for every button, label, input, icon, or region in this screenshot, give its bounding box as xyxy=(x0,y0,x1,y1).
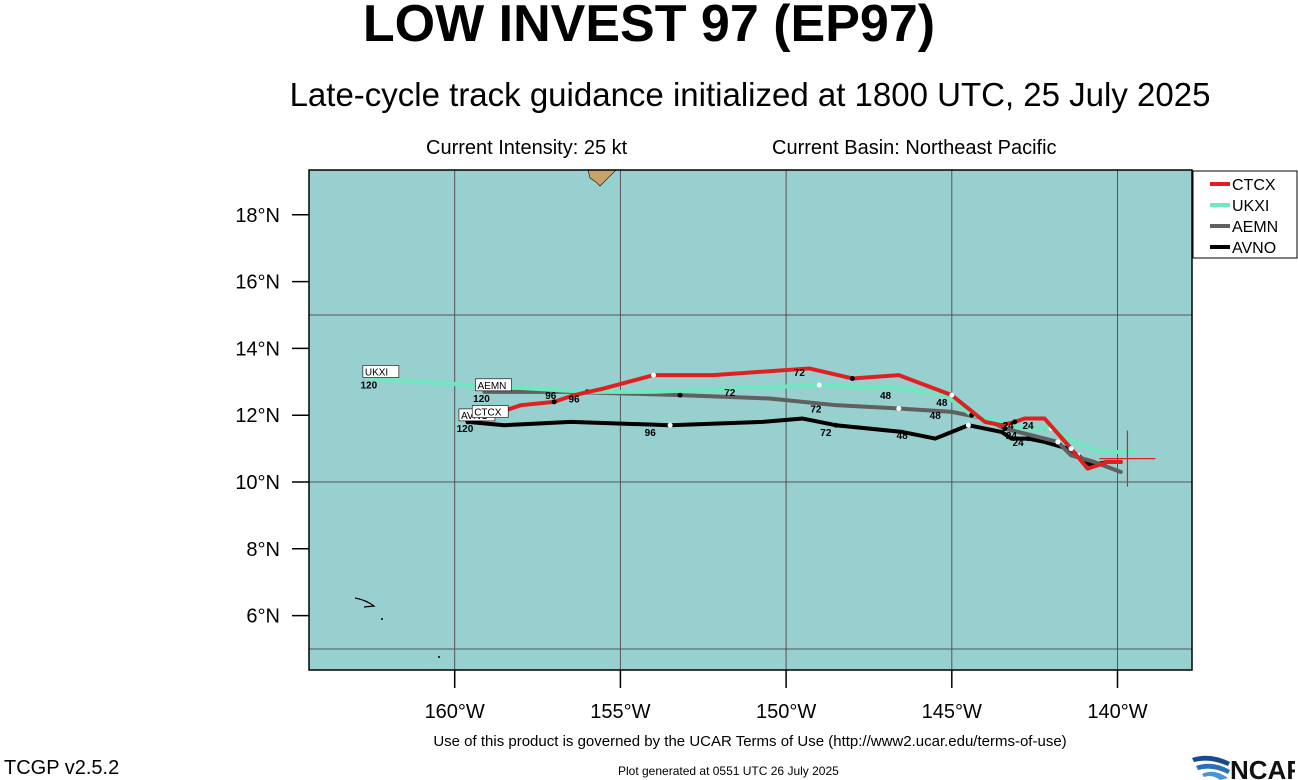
forecast-point xyxy=(1068,446,1074,452)
lat-tick-label: 16°N xyxy=(235,272,280,294)
track-end-label-box xyxy=(471,405,509,418)
lat-tick-label: 18°N xyxy=(235,205,280,227)
forecast-point xyxy=(677,392,683,398)
forecast-hour-label: 48 xyxy=(880,391,892,402)
lon-tick-label: 145°W xyxy=(922,701,982,723)
forecast-point xyxy=(849,375,855,381)
generated-timestamp: Plot generated at 0551 UTC 26 July 2025 xyxy=(618,764,839,778)
forecast-hour-label: 72 xyxy=(820,428,832,439)
forecast-point xyxy=(667,422,673,428)
lat-tick-label: 8°N xyxy=(246,539,280,561)
legend-label-ctcx: CTCX xyxy=(1232,177,1276,194)
ncar-logo-text: NCAR xyxy=(1230,755,1295,780)
forecast-hour-label: 96 xyxy=(545,391,557,402)
track-end-hour: 120 xyxy=(457,424,474,435)
forecast-hour-label: 24 xyxy=(1013,438,1025,449)
page-subtitle: Late-cycle track guidance initialized at… xyxy=(289,76,1211,113)
track-end-label: AEMN xyxy=(478,381,507,392)
forecast-point xyxy=(651,372,657,378)
forecast-point xyxy=(1002,426,1008,432)
track-line-ctcx xyxy=(479,366,1123,471)
forecast-hour-label: 24 xyxy=(1003,421,1015,432)
forecast-point xyxy=(896,406,902,412)
forecast-point xyxy=(1025,436,1031,442)
islet xyxy=(354,597,376,608)
legend-label-aemn: AEMN xyxy=(1232,219,1278,236)
current-basin: Current Basin: Northeast Pacific xyxy=(772,137,1057,159)
track-end-hour: 120 xyxy=(361,380,378,391)
ocean-area xyxy=(309,170,1192,670)
forecast-hour-label: 48 xyxy=(936,398,948,409)
lon-tick-label: 160°W xyxy=(425,701,485,723)
forecast-hour-label: 72 xyxy=(794,368,806,379)
track-line-ukxi xyxy=(369,376,1137,454)
lon-tick-label: 155°W xyxy=(590,701,650,723)
forecast-point xyxy=(816,382,822,388)
model-tracks xyxy=(369,366,1137,474)
forecast-hour-label: 96 xyxy=(645,428,657,439)
map-frame xyxy=(308,169,1193,671)
forecast-point xyxy=(965,422,971,428)
lon-tick-label: 140°W xyxy=(1087,701,1147,723)
forecast-hour-label: 48 xyxy=(897,431,909,442)
current-position-marker xyxy=(1099,430,1156,487)
track-end-label: UKXI xyxy=(365,367,388,378)
legend-label-avno: AVNO xyxy=(1232,240,1276,257)
current-intensity: Current Intensity: 25 kt xyxy=(426,137,628,159)
legend-label-ukxi: UKXI xyxy=(1232,198,1269,215)
hawaii-island xyxy=(587,170,617,187)
lon-tick-label: 150°W xyxy=(756,701,816,723)
islet xyxy=(438,656,440,658)
legend: CTCX UKXI AEMN AVNO xyxy=(1192,170,1298,259)
forecast-hour-label: 48 xyxy=(930,411,942,422)
lat-tick-label: 10°N xyxy=(235,472,280,494)
map-grid xyxy=(309,170,1192,670)
track-end-label-box xyxy=(362,365,400,378)
terms-of-use-notice: Use of this product is governed by the U… xyxy=(433,733,1067,750)
page-title: LOW INVEST 97 (EP97) xyxy=(362,0,936,53)
forecast-hour-label: 72 xyxy=(810,405,822,416)
track-end-label: CTCX xyxy=(474,408,502,419)
lat-tick-label: 6°N xyxy=(246,606,280,628)
land-layer xyxy=(354,170,617,658)
ncar-logo: NCAR xyxy=(1192,755,1295,780)
forecast-point xyxy=(551,399,557,405)
forecast-hour-label: 72 xyxy=(724,388,736,399)
forecast-point xyxy=(833,422,839,428)
forecast-point xyxy=(1055,439,1061,445)
forecast-point xyxy=(949,392,955,398)
axis-ticks: 6°N 8°N 10°N 12°N 14°N 16°N 18°N 160°W 155°W 150°… xyxy=(235,205,1147,723)
track-labels: 24487296AVNO12024487296AEMN12024487296UK… xyxy=(361,365,1034,449)
islet xyxy=(381,618,383,620)
lat-tick-label: 12°N xyxy=(235,405,280,427)
lat-tick-label: 14°N xyxy=(235,338,280,360)
track-end-label-box xyxy=(475,378,512,392)
forecast-point xyxy=(1012,419,1018,425)
track-end-hour: 120 xyxy=(473,394,490,405)
version-label: TCGP v2.5.2 xyxy=(4,757,120,779)
forecast-hour-label: 24 xyxy=(1022,421,1034,432)
forecast-hour-label: 24 xyxy=(1006,431,1018,442)
forecast-hour-label: 96 xyxy=(568,395,580,406)
